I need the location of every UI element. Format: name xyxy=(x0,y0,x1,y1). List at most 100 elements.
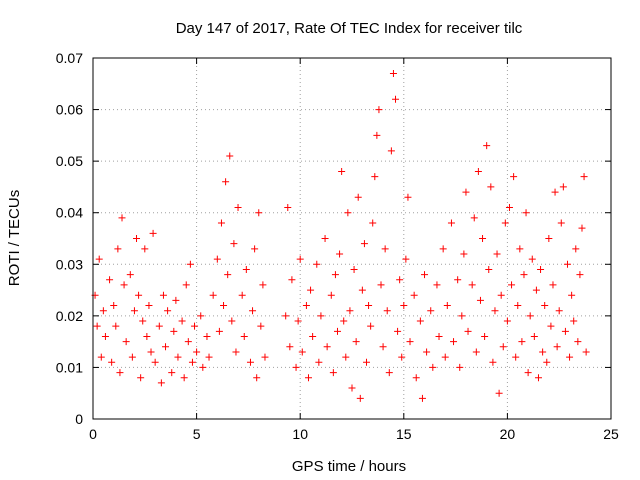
data-point xyxy=(379,343,387,351)
x-tick-label: 15 xyxy=(396,426,412,442)
data-point xyxy=(572,245,580,253)
data-point xyxy=(454,276,462,284)
data-point xyxy=(99,307,107,315)
data-point xyxy=(118,214,126,222)
x-axis-ticks: 0 5 10 15 20 25 xyxy=(89,58,619,442)
data-point xyxy=(220,302,228,310)
data-point xyxy=(101,332,109,340)
data-point xyxy=(514,302,522,310)
data-point xyxy=(180,374,188,382)
data-point xyxy=(561,327,569,335)
data-point xyxy=(350,265,358,273)
data-point xyxy=(174,353,182,361)
data-point xyxy=(483,142,491,150)
data-point xyxy=(352,338,360,346)
data-point xyxy=(95,255,103,263)
data-point xyxy=(406,338,414,346)
data-point xyxy=(543,358,551,366)
data-point xyxy=(147,348,155,356)
data-point xyxy=(435,332,443,340)
data-point xyxy=(126,271,134,279)
data-point xyxy=(259,281,267,289)
data-point xyxy=(487,183,495,191)
data-point xyxy=(493,250,501,258)
data-point xyxy=(470,214,478,222)
data-point xyxy=(421,271,429,279)
data-point xyxy=(392,95,400,103)
data-point xyxy=(526,312,534,320)
x-tick-label: 10 xyxy=(292,426,308,442)
data-point xyxy=(462,188,470,196)
data-point xyxy=(354,193,362,201)
data-point xyxy=(443,302,451,310)
data-point xyxy=(139,317,147,325)
data-point xyxy=(400,302,408,310)
data-point xyxy=(582,348,590,356)
data-point xyxy=(545,235,553,242)
data-point xyxy=(458,312,466,320)
data-point xyxy=(512,353,520,361)
data-point xyxy=(336,250,344,258)
data-point xyxy=(199,363,207,371)
data-point xyxy=(396,276,404,284)
data-point xyxy=(356,394,364,402)
chart-title: Day 147 of 2017, Rate Of TEC Index for r… xyxy=(176,20,523,37)
data-point xyxy=(377,281,385,289)
data-point xyxy=(307,286,315,294)
data-point xyxy=(547,322,555,330)
data-point xyxy=(164,307,172,315)
data-point xyxy=(404,193,412,201)
data-point xyxy=(203,332,211,340)
data-point xyxy=(106,276,114,284)
data-point xyxy=(238,291,246,299)
data-point xyxy=(253,374,261,382)
data-point xyxy=(230,240,238,248)
y-tick-label: 0.06 xyxy=(56,102,83,118)
data-point xyxy=(530,332,538,340)
data-point xyxy=(205,353,213,361)
data-point xyxy=(168,369,176,377)
data-point xyxy=(226,152,234,160)
data-point xyxy=(298,348,306,356)
data-point xyxy=(135,291,143,299)
data-point xyxy=(557,219,565,227)
y-tick-label: 0.02 xyxy=(56,308,83,324)
data-point xyxy=(360,240,368,248)
data-point xyxy=(365,302,373,310)
data-point xyxy=(385,369,393,377)
y-tick-label: 0.03 xyxy=(56,256,83,272)
data-point xyxy=(284,204,292,212)
data-point xyxy=(387,147,395,155)
data-point xyxy=(532,286,540,294)
data-point xyxy=(394,327,402,335)
data-point xyxy=(553,343,561,351)
data-point xyxy=(315,358,323,366)
data-point xyxy=(149,229,157,237)
data-point xyxy=(162,343,170,351)
data-point xyxy=(286,343,294,351)
x-tick-label: 0 xyxy=(89,426,97,442)
data-point xyxy=(234,204,242,212)
data-point xyxy=(159,291,167,299)
data-point xyxy=(188,358,196,366)
data-point xyxy=(215,327,223,335)
data-point xyxy=(450,338,458,346)
data-point xyxy=(255,209,263,217)
data-point xyxy=(137,374,145,382)
data-point xyxy=(456,363,464,371)
data-point xyxy=(485,265,493,273)
data-point xyxy=(534,374,542,382)
data-point xyxy=(389,69,397,77)
data-point xyxy=(184,338,192,346)
data-point xyxy=(110,302,118,310)
data-point xyxy=(505,204,513,212)
data-point xyxy=(576,271,584,279)
data-point xyxy=(251,245,259,253)
data-point xyxy=(551,188,559,196)
data-point xyxy=(423,348,431,356)
y-axis-label: ROTI / TECUs xyxy=(6,190,23,286)
data-point xyxy=(439,245,447,253)
data-point xyxy=(570,317,578,325)
data-point xyxy=(228,317,236,325)
